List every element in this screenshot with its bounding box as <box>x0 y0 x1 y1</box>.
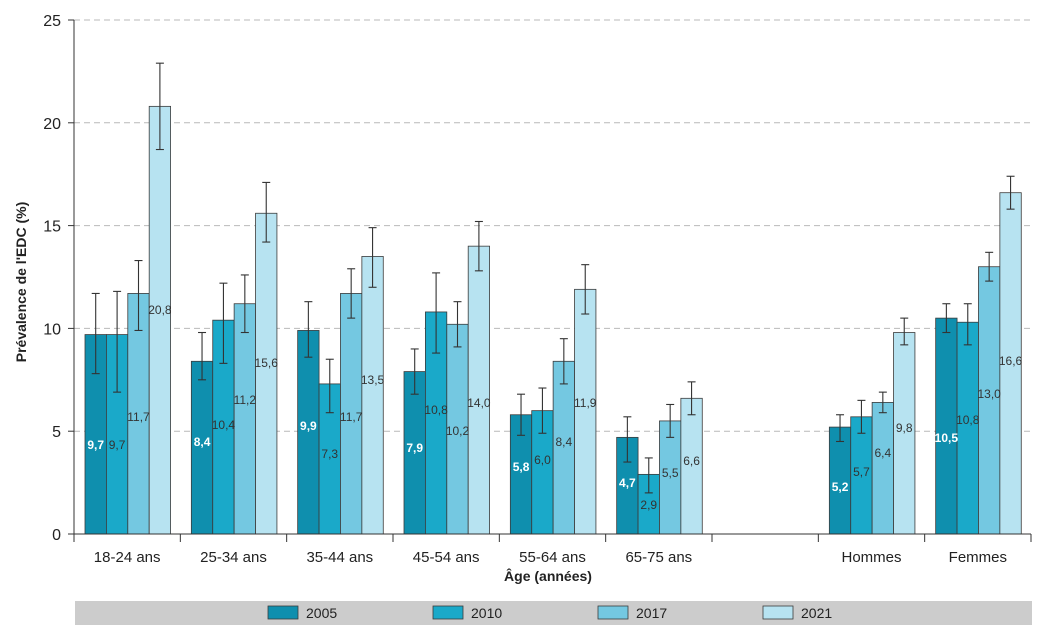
data-label: 7,3 <box>321 447 338 461</box>
legend-swatch-2021 <box>762 605 794 620</box>
data-label: 13,0 <box>977 387 1001 401</box>
legend-background <box>75 601 1032 625</box>
bar-2021-18-24 ans <box>148 105 171 535</box>
data-label: 5,2 <box>832 480 849 494</box>
bar-2010-Femmes <box>956 321 979 535</box>
y-tick-label: 20 <box>43 116 61 133</box>
category-label: 65-75 ans <box>625 549 692 566</box>
y-tick-label: 0 <box>52 527 61 544</box>
category-label: 35-44 ans <box>306 549 373 566</box>
bar-2021-35-44 ans <box>361 256 384 535</box>
data-label: 14,0 <box>467 396 491 410</box>
data-label: 9,9 <box>300 419 317 433</box>
data-label: 2,9 <box>640 498 657 512</box>
data-label: 5,8 <box>513 460 530 474</box>
category-label: Femmes <box>949 549 1007 566</box>
data-label: 7,9 <box>406 441 423 455</box>
bar-2017-Hommes <box>871 402 894 535</box>
error-bars <box>91 62 1015 494</box>
data-label: 4,7 <box>619 476 636 490</box>
data-label: 6,6 <box>683 454 700 468</box>
legend-swatch-2010 <box>432 605 464 620</box>
data-label: 10,4 <box>212 418 236 432</box>
y-tick-labels: 0 5 10 15 20 25 <box>43 13 74 544</box>
data-label: 11,7 <box>340 410 363 424</box>
data-label: 10,2 <box>446 424 470 438</box>
y-tick-label: 5 <box>52 424 61 441</box>
data-label: 16,6 <box>999 354 1023 368</box>
category-label: 18-24 ans <box>94 549 161 566</box>
category-label: Hommes <box>841 549 901 566</box>
bars <box>84 105 1022 535</box>
x-axis-title: Âge (années) <box>504 567 592 584</box>
y-axis-title: Prévalence de l'EDC (%) <box>13 202 29 363</box>
bar-2005-Femmes <box>935 317 958 535</box>
data-label: 10,8 <box>956 413 980 427</box>
data-label: 9,7 <box>109 438 126 452</box>
bar-2021-45-54 ans <box>467 245 491 535</box>
legend-label-2010: 2010 <box>471 605 502 621</box>
data-label: 11,7 <box>127 410 150 424</box>
data-label: 8,4 <box>194 435 211 449</box>
data-label: 20,8 <box>148 303 172 317</box>
data-label: 10,5 <box>935 431 959 445</box>
bar-2021-25-34 ans <box>255 212 278 535</box>
category-labels: 18-24 ans 25-34 ans 35-44 ans 45-54 ans 55-6… <box>73 534 1032 566</box>
data-label: 11,9 <box>574 396 597 410</box>
data-label: 9,8 <box>896 421 913 435</box>
data-label: 9,7 <box>87 438 104 452</box>
bar-2017-25-34 ans <box>233 303 256 535</box>
y-tick-label: 10 <box>43 321 61 338</box>
y-tick-label: 25 <box>43 13 61 30</box>
legend-swatch-2017 <box>597 605 629 620</box>
y-tick-label: 15 <box>43 219 61 236</box>
data-label: 13,5 <box>361 373 385 387</box>
data-labels: 9,7 9,711,720,88,410,411,215,69,97,311,71… <box>87 303 1022 512</box>
legend: 2005 2010 2017 2021 <box>75 601 1032 625</box>
legend-label-2017: 2017 <box>636 605 667 621</box>
axes <box>73 20 1031 535</box>
data-label: 5,5 <box>662 466 679 480</box>
category-label: 45-54 ans <box>413 549 480 566</box>
data-label: 8,4 <box>555 435 572 449</box>
legend-label-2005: 2005 <box>306 605 337 621</box>
data-label: 6,0 <box>534 453 551 467</box>
data-label: 10,8 <box>424 403 448 417</box>
data-label: 6,4 <box>874 446 891 460</box>
category-label: 55-64 ans <box>519 549 586 566</box>
data-label: 5,7 <box>853 465 870 479</box>
category-label: 25-34 ans <box>200 549 267 566</box>
bar-2021-55-64 ans <box>574 288 597 535</box>
legend-label-2021: 2021 <box>801 605 832 621</box>
data-label: 15,6 <box>255 356 279 370</box>
data-label: 11,2 <box>234 393 257 407</box>
legend-swatch-2005 <box>267 605 299 620</box>
